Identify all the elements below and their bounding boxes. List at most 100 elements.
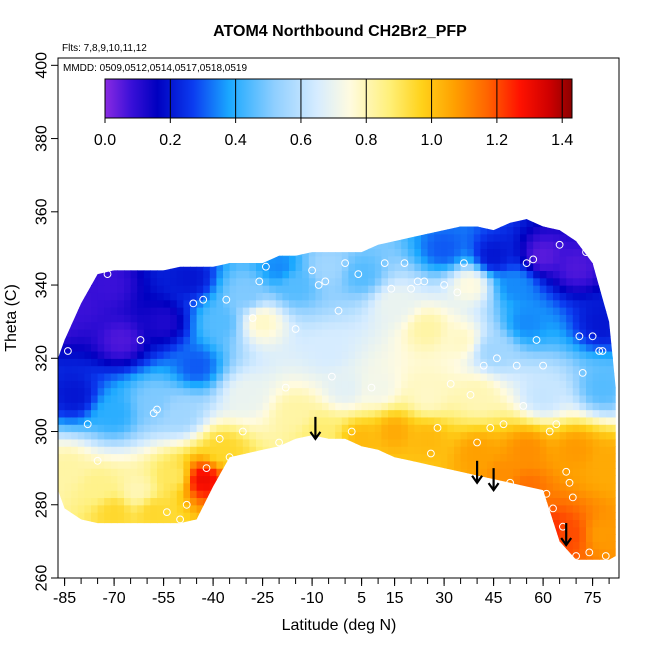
heatmap-cell [414, 255, 422, 264]
heatmap-cell [493, 512, 501, 520]
heatmap-cell [322, 219, 330, 228]
heatmap-cell [289, 556, 297, 560]
heatmap-cell [289, 497, 297, 506]
heatmap-cell [335, 402, 343, 411]
heatmap-cell [355, 460, 363, 469]
heatmap-cell [242, 424, 250, 433]
heatmap-cell [467, 460, 475, 469]
heatmap-cell [328, 380, 336, 389]
heatmap-cell [275, 534, 283, 542]
heatmap-cell [559, 219, 567, 220]
heatmap-cell [434, 263, 442, 271]
heatmap-cell [414, 519, 422, 528]
heatmap-cell [216, 424, 224, 433]
heatmap-cell [124, 475, 132, 484]
heatmap-cell [341, 446, 349, 455]
heatmap-cell [546, 233, 554, 242]
heatmap-cell [223, 482, 231, 491]
heatmap-cell [394, 468, 402, 477]
heatmap-cell [315, 482, 323, 491]
heatmap-cell [467, 416, 475, 425]
heatmap-cell [190, 460, 198, 469]
heatmap-cell [275, 556, 283, 560]
heatmap-cell [493, 285, 501, 293]
heatmap-cell [414, 299, 422, 308]
heatmap-cell [388, 475, 396, 484]
heatmap-cell [84, 226, 92, 235]
heatmap-cell [275, 394, 283, 403]
heatmap-cell [520, 336, 528, 345]
heatmap-cell [348, 534, 356, 542]
heatmap-cell [560, 204, 567, 212]
heatmap-cell [302, 424, 310, 433]
heatmap-cell [546, 402, 554, 411]
heatmap-cell [97, 497, 105, 506]
heatmap-cell [500, 285, 508, 293]
heatmap-cell [295, 409, 303, 418]
heatmap-cell [110, 387, 118, 396]
heatmap-cell [559, 402, 567, 411]
heatmap-cell [361, 226, 369, 235]
heatmap-cell [77, 512, 85, 520]
heatmap-cell [539, 372, 547, 381]
heatmap-cell [164, 563, 171, 571]
heatmap-cell [223, 526, 231, 535]
heatmap-cell [527, 563, 534, 571]
heatmap-cell [203, 541, 211, 550]
heatmap-cell [130, 519, 138, 528]
heatmap-cell [84, 277, 92, 286]
heatmap-cell [592, 328, 600, 337]
heatmap-cell [295, 431, 303, 440]
heatmap-cell [381, 402, 389, 411]
heatmap-cell [579, 314, 587, 323]
heatmap-cell [322, 204, 329, 212]
heatmap-cell [289, 387, 297, 396]
heatmap-cell [236, 416, 244, 425]
heatmap-cell [506, 314, 514, 323]
heatmap-cell [473, 314, 481, 323]
heatmap-cell [341, 548, 349, 557]
heatmap-cell [216, 336, 224, 345]
heatmap-cell [328, 409, 336, 418]
heatmap-cell [414, 226, 422, 235]
heatmap-cell [203, 314, 211, 323]
heatmap-cell [546, 468, 554, 477]
heatmap-cell [91, 416, 99, 425]
heatmap-cell [209, 372, 217, 381]
heatmap-cell [368, 226, 376, 235]
heatmap-cell [447, 241, 455, 250]
heatmap-cell [197, 563, 204, 571]
heatmap-cell [295, 372, 303, 381]
heatmap-cell [58, 541, 66, 550]
heatmap-cell [216, 519, 224, 528]
heatmap-cell [84, 497, 92, 506]
heatmap-cell [203, 490, 211, 499]
heatmap-cell [520, 350, 528, 359]
heatmap-cell [249, 438, 257, 447]
heatmap-cell [467, 219, 475, 228]
heatmap-cell [65, 204, 72, 212]
heatmap-cell [579, 446, 587, 455]
sample-point [225, 453, 234, 462]
heatmap-cell [421, 490, 429, 499]
heatmap-cell [64, 350, 72, 359]
heatmap-cell [559, 336, 567, 345]
heatmap-cell [282, 460, 290, 469]
heatmap-cell [209, 504, 217, 513]
heatmap-cell [110, 541, 118, 550]
heatmap-cell [209, 548, 217, 557]
heatmap-cell [84, 263, 92, 271]
heatmap-cell [454, 431, 462, 440]
heatmap-cell [223, 336, 231, 345]
heatmap-cell [533, 380, 541, 389]
heatmap-cell [539, 307, 547, 315]
heatmap-cell [84, 504, 92, 513]
heatmap-cell [434, 380, 442, 389]
heatmap-cell [427, 255, 435, 264]
heatmap-cell [407, 482, 415, 491]
y-tick-label: 360 [34, 198, 51, 225]
heatmap-cell [526, 226, 534, 235]
heatmap-cell [58, 270, 66, 279]
heatmap-cell [414, 453, 422, 462]
heatmap-cell [269, 314, 277, 323]
